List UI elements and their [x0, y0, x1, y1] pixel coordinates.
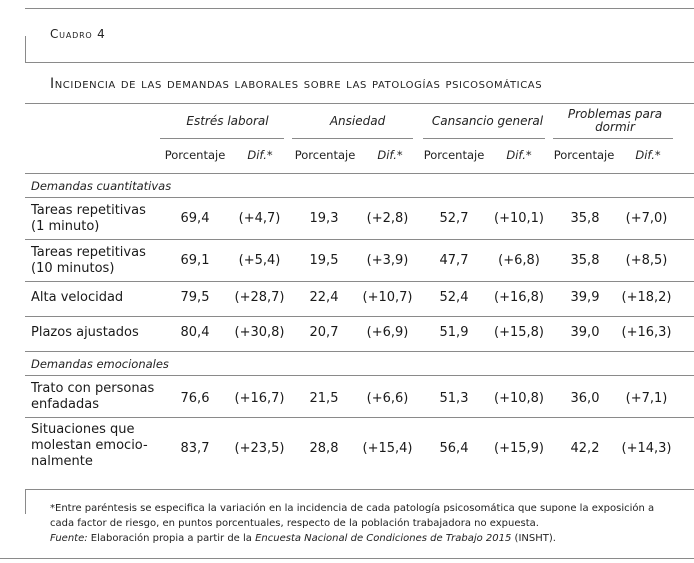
- cell: 83,7: [180, 441, 210, 456]
- cell: 39,0: [570, 325, 600, 340]
- title-rule: [25, 103, 694, 104]
- cell: 76,6: [180, 391, 210, 406]
- cell: 80,4: [180, 325, 210, 340]
- cell: (+7,0): [625, 211, 668, 226]
- left-bracket-bottom: [25, 490, 26, 514]
- row-label: Alta velocidad: [31, 290, 124, 305]
- group-header: Estrés laboral: [186, 114, 269, 128]
- cell: 51,9: [439, 325, 469, 340]
- cell: (+16,7): [234, 391, 285, 406]
- cell: 51,3: [439, 391, 469, 406]
- cell: (+10,8): [494, 391, 544, 406]
- row-rule: [25, 239, 694, 240]
- group-rule: [423, 138, 545, 139]
- cell: (+14,3): [621, 441, 672, 456]
- section-rule: [25, 197, 694, 198]
- left-bracket-top: [25, 36, 26, 62]
- cell: (+2,8): [366, 211, 409, 226]
- cell: 22,4: [309, 290, 339, 305]
- group-rule: [553, 138, 673, 139]
- row-label: Situaciones que molestan emocio-nalmente: [31, 422, 148, 469]
- group-rule: [292, 138, 413, 139]
- subhead-dif: Dif.*: [247, 148, 273, 162]
- row-label: Trato con personas enfadadas: [31, 381, 155, 412]
- cell: 20,7: [309, 325, 339, 340]
- subhead-pct: Porcentaje: [294, 148, 356, 162]
- cell: (+15,4): [362, 441, 413, 456]
- cell: 28,8: [309, 441, 339, 456]
- cell: 19,5: [309, 253, 339, 268]
- row-rule: [25, 316, 694, 317]
- left-bracket-mid: [25, 62, 694, 63]
- footnote-line: cada factor de riesgo, en puntos porcent…: [50, 518, 539, 529]
- cell: 69,4: [180, 211, 210, 226]
- cell: (+28,7): [234, 290, 285, 305]
- subhead-pct: Porcentaje: [553, 148, 615, 162]
- row-label: Tareas repetitivas (10 minutos): [31, 245, 146, 276]
- table-title: Incidencia de las demandas laborales sob…: [50, 76, 543, 92]
- row-label: Plazos ajustados: [31, 325, 139, 340]
- subhead-dif: Dif.*: [506, 148, 532, 162]
- cell: 36,0: [570, 391, 600, 406]
- cell: 56,4: [439, 441, 469, 456]
- subhead-pct: Porcentaje: [423, 148, 485, 162]
- footnote: *Entre paréntesis se especifica la varia…: [50, 501, 690, 546]
- cell: 21,5: [309, 391, 339, 406]
- cell: (+3,9): [366, 253, 409, 268]
- cell: 35,8: [570, 253, 600, 268]
- cell: 69,1: [180, 253, 210, 268]
- row-rule: [25, 417, 694, 418]
- subhead-pct: Porcentaje: [164, 148, 226, 162]
- header-rule: [25, 173, 694, 174]
- cell: (+4,7): [238, 211, 281, 226]
- cell: (+16,8): [494, 290, 544, 305]
- cell: (+15,8): [494, 325, 544, 340]
- cell: 42,2: [570, 441, 600, 456]
- row-label: Tareas repetitivas (1 minuto): [31, 203, 146, 234]
- table-bottom-rule: [25, 489, 694, 490]
- subhead-dif: Dif.*: [377, 148, 403, 162]
- cell: (+6,9): [366, 325, 409, 340]
- cell: (+6,8): [498, 253, 540, 268]
- footnote-line: *Entre paréntesis se especifica la varia…: [50, 503, 655, 514]
- cell: (+10,7): [362, 290, 413, 305]
- cell: 52,7: [439, 211, 469, 226]
- cell: (+30,8): [234, 325, 285, 340]
- cell: (+15,9): [494, 441, 544, 456]
- bottom-rule: [0, 558, 694, 559]
- cell: (+10,1): [494, 211, 544, 226]
- cell: 35,8: [570, 211, 600, 226]
- cell: 39,9: [570, 290, 600, 305]
- subhead-dif: Dif.*: [635, 148, 661, 162]
- row-rule: [25, 351, 694, 352]
- source-line: Fuente: Elaboración propia a partir de l…: [50, 533, 556, 544]
- table-label: Cuadro 4: [50, 27, 106, 41]
- cell: (+23,5): [234, 441, 285, 456]
- group-header: Problemas para dormir: [567, 107, 663, 134]
- section-title: Demandas emocionales: [31, 357, 169, 371]
- group-rule: [160, 138, 284, 139]
- cell: 79,5: [180, 290, 210, 305]
- cell: (+8,5): [625, 253, 668, 268]
- cell: 47,7: [439, 253, 469, 268]
- cell: 52,4: [439, 290, 469, 305]
- section-rule: [25, 375, 694, 376]
- cell: (+18,2): [621, 290, 672, 305]
- group-header: Ansiedad: [329, 114, 386, 128]
- top-rule: [25, 8, 694, 9]
- group-header: Cansancio general: [431, 114, 544, 128]
- row-rule: [25, 281, 694, 282]
- section-title: Demandas cuantitativas: [31, 179, 172, 193]
- cell: (+6,6): [366, 391, 409, 406]
- cell: (+5,4): [238, 253, 281, 268]
- cell: (+16,3): [621, 325, 672, 340]
- cell: (+7,1): [625, 391, 668, 406]
- cell: 19,3: [309, 211, 339, 226]
